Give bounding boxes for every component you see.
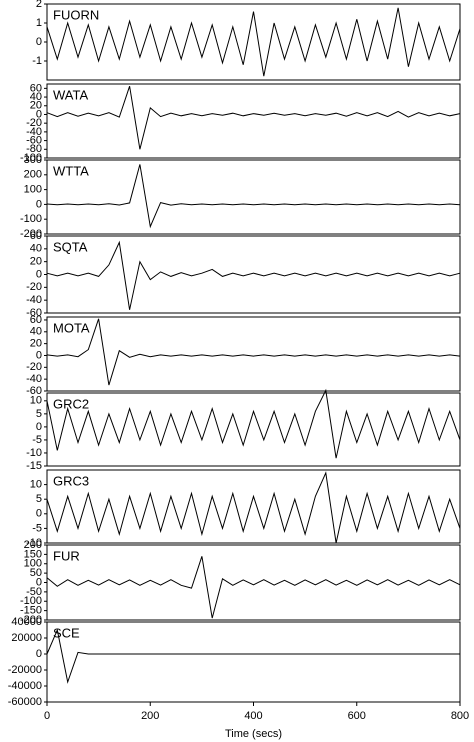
waveform [46, 471, 461, 544]
panel-title: FUR [53, 548, 80, 563]
y-tick-label: -80 [26, 143, 42, 155]
y-tick-label: 0 [36, 576, 42, 588]
y-tick-label: 1 [36, 17, 42, 29]
y-tick-label: -100 [20, 213, 42, 225]
y-tick-label: -200 [20, 228, 42, 240]
y-tick-label: -40000 [8, 680, 42, 692]
y-tick-label: 60 [30, 314, 42, 326]
y-tick-label: 0 [36, 349, 42, 361]
panel-frame [46, 316, 461, 392]
y-tick-label: 300 [24, 154, 42, 166]
y-tick-label: 100 [24, 558, 42, 570]
y-tick-label: -10 [26, 537, 42, 549]
y-tick-label: 0 [36, 508, 42, 520]
y-tick-label: 0 [36, 648, 42, 660]
panel-title: SCE [53, 625, 80, 640]
waveform [46, 240, 461, 310]
y-tick-label: -10 [26, 447, 42, 459]
panel-frame [46, 469, 461, 544]
y-tick-label: -100 [20, 152, 42, 164]
x-tick-label: 600 [348, 710, 366, 722]
y-tick-label: 5 [36, 493, 42, 505]
y-tick-label: -60 [26, 134, 42, 146]
x-tick-label: 0 [44, 710, 50, 722]
x-tick-label: 400 [244, 710, 262, 722]
y-tick-label: 50 [30, 567, 42, 579]
panel-frame [46, 392, 461, 467]
panel-frame [46, 544, 461, 621]
waveform [46, 318, 461, 386]
x-tick-label: 200 [141, 710, 159, 722]
panel-title: WTTA [53, 163, 89, 178]
panel-frame [46, 3, 461, 81]
waveform [46, 86, 461, 150]
waveform [46, 164, 461, 229]
y-tick-label: 20 [30, 256, 42, 268]
waveform [46, 628, 460, 684]
y-tick-label: -20 [26, 361, 42, 373]
x-tick-label: 800 [451, 710, 469, 722]
y-tick-label: 40000 [11, 616, 42, 628]
panel-frame [46, 235, 461, 314]
panel-frame [46, 159, 461, 235]
panel-title: MOTA [53, 320, 90, 335]
panel-frame [46, 621, 461, 703]
y-tick-label: 40 [30, 326, 42, 338]
y-tick-label: -40 [26, 126, 42, 138]
panel-title: FUORN [53, 7, 99, 22]
y-tick-label: 20 [30, 100, 42, 112]
y-tick-label: 10 [30, 479, 42, 491]
y-tick-label: -60 [26, 307, 42, 319]
y-tick-label: 100 [24, 184, 42, 196]
panel-title: WATA [53, 87, 88, 102]
y-tick-label: -150 [20, 605, 42, 617]
y-tick-label: -40 [26, 373, 42, 385]
y-tick-label: -100 [20, 595, 42, 607]
panel-title: GRC3 [53, 473, 89, 488]
y-tick-label: -5 [32, 522, 42, 534]
y-tick-label: 0 [36, 268, 42, 280]
y-tick-label: 200 [24, 539, 42, 551]
y-tick-label: 20 [30, 338, 42, 350]
waveform [46, 556, 461, 619]
y-tick-label: 200 [24, 169, 42, 181]
y-tick-label: 0 [36, 108, 42, 120]
y-tick-label: 40 [30, 243, 42, 255]
y-tick-label: -5 [32, 434, 42, 446]
y-tick-label: -20000 [8, 664, 42, 676]
y-tick-label: -20 [26, 117, 42, 129]
waveform [46, 388, 461, 459]
y-tick-label: 2 [36, 0, 42, 10]
y-tick-label: 150 [24, 548, 42, 560]
y-tick-label: -200 [20, 614, 42, 626]
y-tick-label: -20 [26, 281, 42, 293]
y-tick-label: 0 [36, 36, 42, 48]
y-tick-label: -40 [26, 294, 42, 306]
y-tick-label: 20000 [11, 632, 42, 644]
panel-title: SQTA [53, 239, 88, 254]
y-tick-label: 60 [30, 82, 42, 94]
y-tick-label: -15 [26, 460, 42, 472]
y-tick-label: 0 [36, 421, 42, 433]
panel-title: GRC2 [53, 396, 89, 411]
y-tick-label: 5 [36, 408, 42, 420]
waveform [46, 7, 461, 77]
panel-frame [46, 83, 461, 159]
y-tick-label: -60000 [8, 696, 42, 708]
y-tick-label: 60 [30, 230, 42, 242]
y-tick-label: 40 [30, 91, 42, 103]
y-tick-label: -1 [32, 55, 42, 67]
y-tick-label: -60 [26, 385, 42, 397]
y-tick-label: 10 [30, 395, 42, 407]
y-tick-label: 0 [36, 198, 42, 210]
x-axis-label: Time (secs) [225, 728, 282, 740]
y-tick-label: -50 [26, 586, 42, 598]
